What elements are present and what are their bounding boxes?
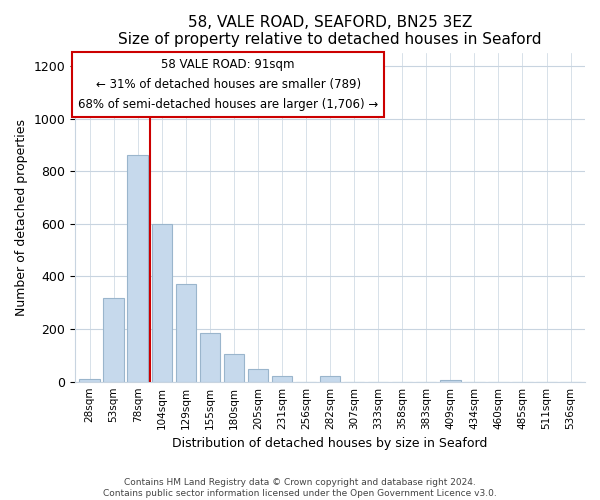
Bar: [176, 284, 196, 382]
Y-axis label: Number of detached properties: Number of detached properties: [15, 118, 28, 316]
Bar: [248, 370, 268, 382]
Text: Contains HM Land Registry data © Crown copyright and database right 2024.
Contai: Contains HM Land Registry data © Crown c…: [103, 478, 497, 498]
Bar: [127, 156, 148, 382]
Bar: [103, 298, 124, 382]
Bar: [152, 224, 172, 382]
X-axis label: Distribution of detached houses by size in Seaford: Distribution of detached houses by size …: [172, 437, 488, 450]
Bar: [272, 376, 292, 382]
Text: 58 VALE ROAD: 91sqm
← 31% of detached houses are smaller (789)
68% of semi-detac: 58 VALE ROAD: 91sqm ← 31% of detached ho…: [78, 58, 378, 110]
Bar: [224, 354, 244, 382]
Bar: [320, 376, 340, 382]
Bar: [200, 333, 220, 382]
Bar: [440, 380, 461, 382]
Bar: [79, 379, 100, 382]
Title: 58, VALE ROAD, SEAFORD, BN25 3EZ
Size of property relative to detached houses in: 58, VALE ROAD, SEAFORD, BN25 3EZ Size of…: [118, 15, 542, 48]
